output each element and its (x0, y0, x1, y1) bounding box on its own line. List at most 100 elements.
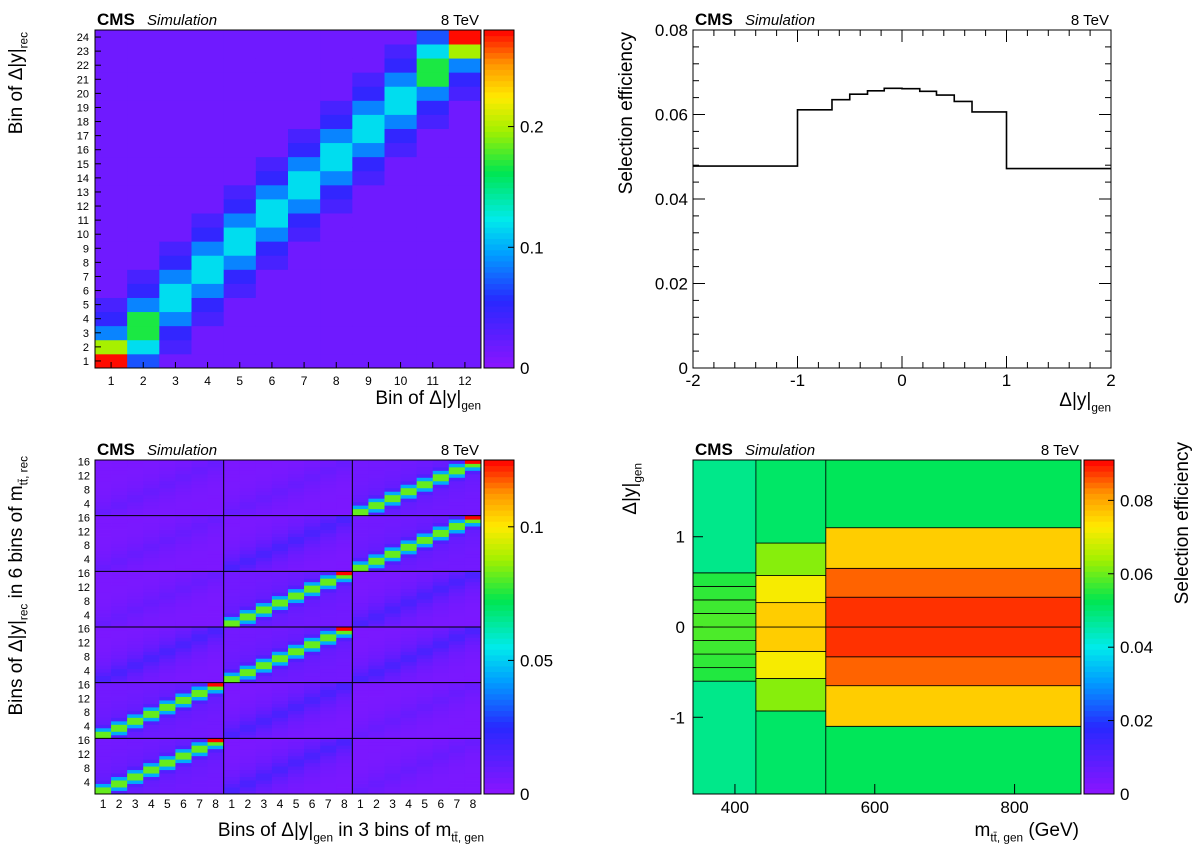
heatmap-cell (127, 703, 144, 708)
heatmap-cell (191, 58, 225, 73)
heatmap-cell (336, 494, 353, 499)
heatmap-cell (400, 693, 418, 697)
heatmap-cell (368, 616, 385, 621)
heatmap-cell (175, 668, 192, 673)
heatmap-cell (159, 522, 176, 527)
heatmap-cell (368, 769, 385, 774)
heatmap-cell (288, 682, 305, 687)
heatmap-cell (448, 199, 482, 214)
heatmap-cell (448, 640, 466, 645)
heatmap-cell (320, 637, 337, 642)
energy-label: 8 TeV (441, 442, 479, 459)
heatmap-cell (464, 529, 482, 534)
heatmap-cell (400, 595, 418, 600)
colorbar-segment (484, 526, 514, 533)
heatmap-cell (223, 567, 241, 572)
colorbar-segment (484, 610, 514, 617)
heatmap-cell (336, 540, 353, 544)
heatmap-cell (191, 599, 208, 604)
heatmap-cell (288, 686, 305, 691)
heatmap-cell (95, 484, 112, 489)
heatmap-cell (304, 620, 321, 624)
heatmap-cell (127, 283, 160, 298)
colorbar-segment (484, 665, 514, 673)
heatmap-cell (304, 581, 321, 586)
heatmap-cell (207, 769, 225, 774)
heatmap-cell (400, 766, 418, 771)
heatmap-cell (416, 353, 450, 369)
efficiency-cell (755, 542, 827, 576)
heatmap-cell (95, 724, 112, 729)
heatmap-cell (191, 156, 225, 172)
heatmap-cell (432, 720, 450, 725)
heatmap-cell (223, 661, 241, 666)
heatmap-cell (448, 647, 466, 652)
heatmap-cell (320, 727, 337, 732)
heatmap-cell (448, 567, 466, 572)
heatmap-cell (384, 529, 401, 534)
heatmap-cell (159, 581, 176, 586)
heatmap-cell (95, 588, 112, 593)
heatmap-cell (368, 602, 385, 607)
heatmap-cell (336, 522, 353, 527)
heatmap-cell (255, 339, 289, 355)
heatmap-cell (352, 353, 385, 369)
heatmap-cell (368, 536, 385, 541)
heatmap-cell (207, 529, 225, 534)
heatmap-cell (384, 780, 401, 784)
heatmap-cell (175, 727, 192, 732)
heatmap-cell (352, 585, 369, 590)
heatmap-cell (416, 508, 434, 513)
heatmap-cell (143, 536, 160, 541)
heatmap-cell (288, 536, 305, 541)
heatmap-cell (448, 755, 466, 760)
heatmap-cell (384, 682, 401, 687)
heatmap-cell (464, 550, 482, 555)
heatmap-cell (448, 553, 466, 558)
efficiency-cell (825, 459, 1082, 529)
heatmap-cell (255, 100, 289, 115)
heatmap-cell (95, 783, 112, 788)
heatmap-cell (271, 505, 289, 510)
heatmap-cell (255, 700, 273, 704)
heatmap-cell (175, 734, 192, 739)
heatmap-cell (239, 783, 257, 788)
heatmap-cell (159, 311, 192, 327)
heatmap-cell (95, 595, 112, 600)
heatmap-cell (368, 595, 385, 600)
heatmap-cell (175, 543, 192, 548)
x-tick-label: 7 (325, 797, 332, 811)
y-tick-label: 0.08 (655, 21, 688, 40)
heatmap-cell (127, 627, 144, 631)
heatmap-cell (271, 571, 289, 576)
heatmap-cell (127, 484, 144, 489)
heatmap-cell (95, 480, 112, 485)
heatmap-cell (400, 773, 418, 778)
heatmap-cell (416, 644, 434, 649)
heatmap-cell (159, 640, 176, 645)
heatmap-cell (432, 647, 450, 652)
heatmap-cell (288, 58, 321, 73)
heatmap-cell (271, 540, 289, 544)
heatmap-cell (143, 480, 160, 485)
heatmap-cell (255, 633, 273, 638)
heatmap-cell (352, 651, 369, 656)
heatmap-cell (159, 675, 176, 680)
heatmap-cell (288, 44, 321, 59)
y-axis-label: Selection efficiency (616, 32, 637, 195)
heatmap-cell (400, 689, 418, 694)
heatmap-cell (288, 609, 305, 614)
heatmap-cell (111, 776, 128, 781)
heatmap-cell (191, 759, 208, 764)
heatmap-cell (304, 487, 321, 492)
x-axis-label: Bins of Δ|y|gen in 3 bins of mtt̄, gen (218, 820, 484, 844)
heatmap-cell (159, 623, 176, 628)
heatmap-cell (255, 501, 273, 506)
heatmap-cell (223, 665, 241, 670)
heatmap-cell (304, 602, 321, 607)
heatmap-cell (223, 156, 257, 172)
heatmap-cell (159, 44, 192, 59)
heatmap-cell (464, 755, 482, 760)
heatmap-cell (95, 100, 128, 115)
heatmap-cell (448, 595, 466, 600)
